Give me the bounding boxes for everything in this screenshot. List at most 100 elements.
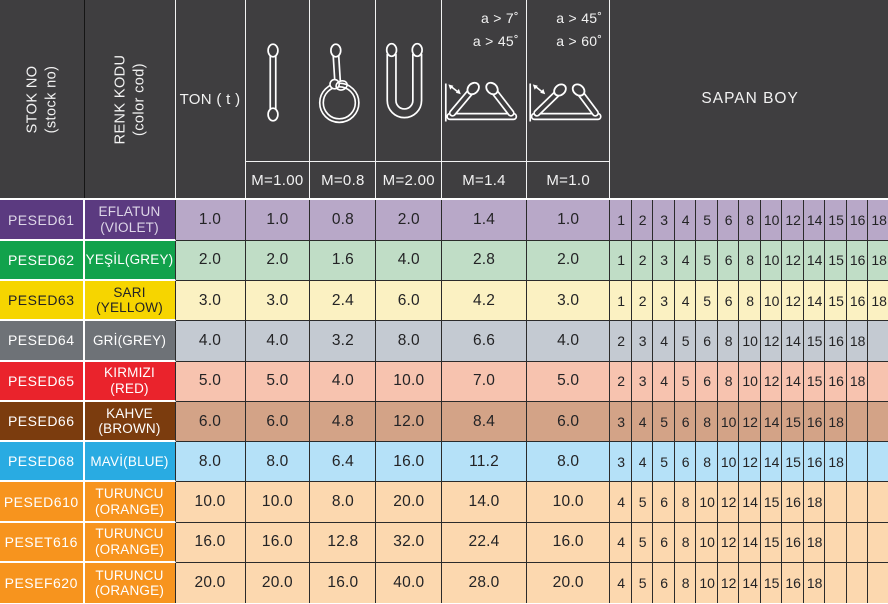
sling-length-cell: 8: [696, 401, 718, 443]
sling-length-cell: 16: [803, 401, 826, 443]
sling-length-cell: 6: [674, 442, 697, 483]
sling-length-cell: 8: [739, 200, 761, 241]
stok-no-title: STOK NO: [24, 65, 41, 134]
sling-length-cell: 14: [782, 321, 804, 362]
sling-length-cell: 6: [717, 280, 740, 322]
sling-length-cell: 12: [782, 280, 804, 322]
sling-length-cell: 12: [739, 442, 761, 483]
sling-length-cell: 14: [739, 482, 761, 523]
sling-length-cell: 14: [803, 240, 826, 281]
m14-cell: 8.4: [442, 401, 527, 443]
sling-length-cell: 16: [846, 200, 869, 241]
sling-length-cell: 10: [717, 442, 740, 483]
m08-cell: 0.8: [310, 200, 377, 241]
ton-cell: 10.0: [175, 482, 246, 523]
sling-length-cell: 5: [696, 200, 718, 241]
m200-cell: 4.0: [376, 240, 443, 281]
sling-length-cell: 12: [717, 482, 740, 523]
sling-length-cell: 16: [782, 522, 804, 564]
sling-length-cell: 6: [717, 240, 740, 281]
sling-length-cell: 6: [696, 321, 718, 362]
m100-cell: 2.0: [245, 240, 311, 281]
color-name-line1: TURUNCU: [95, 526, 164, 542]
color-code-cell: YEŞİL(GREY): [84, 240, 176, 281]
sling-length-cell: 16: [846, 240, 869, 281]
sling-length-cell: 18: [868, 280, 888, 322]
ton-cell: 1.0: [175, 200, 246, 241]
sling-length-cell: 10: [760, 240, 783, 281]
sling-length-cell: 6: [653, 522, 675, 564]
ton-cell: 3.0: [175, 280, 246, 322]
sling-length-cell: [846, 563, 869, 604]
sling-length-cell: 4: [610, 563, 632, 604]
table-row: PESED61 EFLATUN (VIOLET) 1.0 1.0 0.8 2.0…: [0, 200, 888, 241]
ton-cell: 2.0: [175, 240, 246, 281]
stock-no-cell: PESED65: [0, 361, 85, 402]
sling-length-cell: 18: [825, 401, 847, 443]
sling-length-cell: 10: [739, 361, 761, 402]
sling-length-cell: 16: [846, 280, 869, 322]
sling-length-cell: 15: [803, 361, 826, 402]
factor-label-m200: M=2.00: [376, 161, 442, 198]
m14-cell: 14.0: [442, 482, 527, 523]
color-code-cell: GRİ(GREY): [84, 321, 176, 362]
sling-length-cell: 18: [803, 482, 826, 523]
m08-cell: 6.4: [310, 442, 377, 483]
m08-cell: 4.0: [310, 361, 377, 402]
color-name-line2: (ORANGE): [94, 583, 165, 599]
color-name-line2: (BROWN): [98, 421, 161, 437]
sling-length-cell: 14: [760, 401, 783, 443]
m200-cell: 8.0: [376, 321, 443, 362]
m10-cell: 3.0: [526, 280, 611, 322]
sling-length-cell: 3: [610, 442, 632, 483]
sling-length-cell: 14: [739, 563, 761, 604]
sling-length-cell: 2: [631, 200, 654, 241]
m10-cell: 8.0: [526, 442, 611, 483]
sling-length-cell: 15: [760, 563, 783, 604]
sling-length-cell: [868, 321, 888, 362]
sling-length-cell: 15: [782, 442, 804, 483]
sling-length-cell: 12: [760, 321, 783, 362]
factor-label-m08: M=0.8: [310, 161, 376, 198]
sling-length-cell: 1: [610, 280, 632, 322]
stock-no-cell: PESED61: [0, 200, 85, 241]
sling-length-cell: 8: [739, 240, 761, 281]
header-mode-angled: a > 7˚ a > 45˚ M=1.4: [442, 0, 527, 199]
color-name-line1: EFLATUN: [98, 204, 161, 220]
sling-length-cell: 15: [803, 321, 826, 362]
sling-length-cell: 4: [631, 442, 654, 483]
sling-length-cell: 12: [717, 522, 740, 564]
sling-length-cell: 16: [782, 563, 804, 604]
header-mode-choke: M=0.8: [310, 0, 377, 199]
stock-no-cell: PESEF620: [0, 563, 85, 604]
sling-length-cell: 12: [782, 200, 804, 241]
sling-length-cell: [868, 522, 888, 564]
m14-cell: 4.2: [442, 280, 527, 322]
header-mode-basket: M=2.00: [376, 0, 443, 199]
m10-cell: 2.0: [526, 240, 611, 281]
sling-length-cell: 18: [868, 200, 888, 241]
header-ton: TON ( t ): [176, 0, 246, 199]
sling-length-cell: 16: [782, 482, 804, 523]
m200-cell: 32.0: [376, 522, 443, 564]
sling-length-cell: 12: [760, 361, 783, 402]
m08-cell: 3.2: [310, 321, 377, 362]
sling-length-cell: 5: [631, 563, 654, 604]
sling-length-cell: 4: [674, 240, 697, 281]
sling-length-cell: 14: [803, 280, 826, 322]
stock-no-cell: PESED610: [0, 482, 85, 523]
table-row: PESED66 KAHVE (BROWN) 6.0 6.0 4.8 12.0 8…: [0, 401, 888, 443]
m200-cell: 20.0: [376, 482, 443, 523]
m100-cell: 8.0: [245, 442, 311, 483]
sling-length-cell: 3: [653, 240, 675, 281]
table-row: PESED63 SARI (YELLOW) 3.0 3.0 2.4 6.0 4.…: [0, 280, 888, 322]
sling-length-cell: 10: [760, 280, 783, 322]
m10-cell: 4.0: [526, 321, 611, 362]
sling-length-cell: 3: [631, 321, 654, 362]
header-stok-no: STOK NO (stock no): [0, 0, 85, 199]
sling-length-cell: 18: [846, 361, 869, 402]
color-code-cell: KIRMIZI (RED): [84, 361, 176, 402]
m08-cell: 12.8: [310, 522, 377, 564]
stock-no-cell: PESED64: [0, 321, 85, 362]
sling-length-cell: [846, 482, 869, 523]
